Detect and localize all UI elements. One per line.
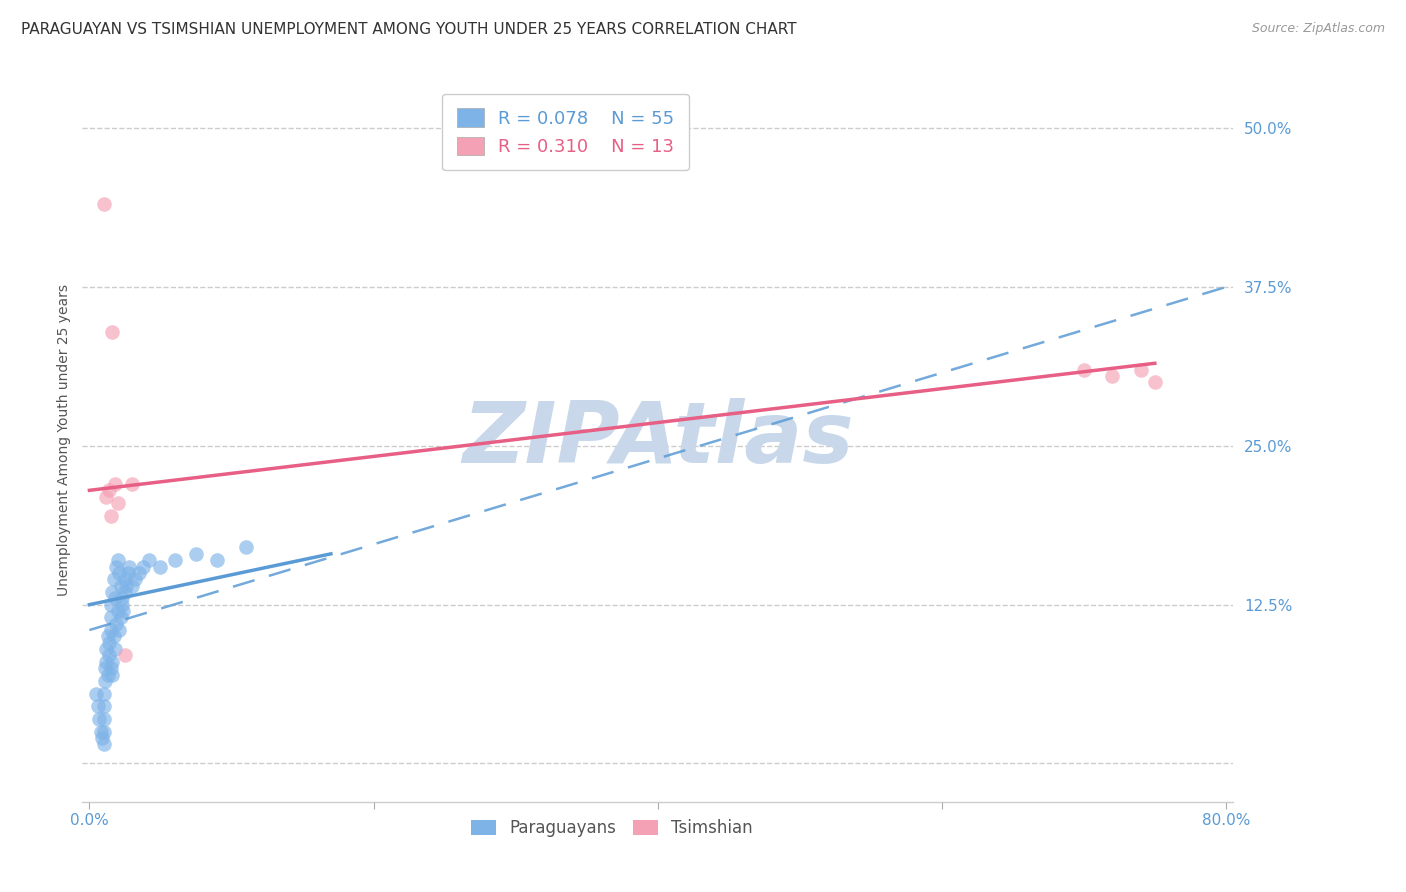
Point [96, 642, 118, 657]
Legend: Paraguayans, Tsimshian: Paraguayans, Tsimshian [464, 813, 759, 844]
Point [101, 667, 124, 681]
Point [97, 629, 120, 643]
Point [107, 553, 129, 567]
Point [108, 623, 131, 637]
Point [110, 610, 132, 624]
Point [105, 559, 128, 574]
Point [86, 687, 108, 701]
Point [1101, 369, 1123, 384]
Point [1129, 362, 1152, 376]
Point [107, 496, 129, 510]
Point [104, 591, 127, 606]
Point [100, 610, 122, 624]
Text: PARAGUAYAN VS TSIMSHIAN UNEMPLOYMENT AMONG YOUTH UNDER 25 YEARS CORRELATION CHAR: PARAGUAYAN VS TSIMSHIAN UNEMPLOYMENT AMO… [21, 22, 797, 37]
Point [89, 712, 111, 726]
Point [235, 541, 257, 555]
Point [128, 566, 150, 580]
Point [98, 648, 121, 663]
Point [1073, 362, 1095, 376]
Point [105, 616, 128, 631]
Point [115, 579, 138, 593]
Point [117, 566, 139, 580]
Point [96, 490, 118, 504]
Point [207, 553, 229, 567]
Point [104, 477, 127, 491]
Point [93, 712, 115, 726]
Point [91, 731, 114, 745]
Point [100, 598, 122, 612]
Point [93, 687, 115, 701]
Point [87, 699, 110, 714]
Point [149, 559, 172, 574]
Point [124, 572, 146, 586]
Point [121, 579, 143, 593]
Point [121, 477, 143, 491]
Point [97, 667, 120, 681]
Point [184, 547, 207, 561]
Point [100, 661, 122, 675]
Point [114, 572, 136, 586]
Point [94, 673, 117, 688]
Point [111, 598, 134, 612]
Point [93, 738, 115, 752]
Point [114, 585, 136, 599]
Point [93, 724, 115, 739]
Point [93, 197, 115, 211]
Point [118, 559, 141, 574]
Point [110, 579, 132, 593]
Y-axis label: Unemployment Among Youth under 25 years: Unemployment Among Youth under 25 years [58, 284, 72, 596]
Point [111, 591, 134, 606]
Point [103, 572, 125, 586]
Text: Source: ZipAtlas.com: Source: ZipAtlas.com [1251, 22, 1385, 36]
Point [108, 566, 131, 580]
Point [104, 642, 127, 657]
Point [112, 604, 135, 618]
Point [100, 508, 122, 523]
Point [98, 636, 121, 650]
Point [101, 655, 124, 669]
Point [103, 629, 125, 643]
Text: ZIPAtlas: ZIPAtlas [461, 398, 853, 481]
Point [100, 623, 122, 637]
Point [98, 483, 121, 498]
Point [1143, 376, 1166, 390]
Point [90, 724, 112, 739]
Point [114, 648, 136, 663]
Point [94, 661, 117, 675]
Point [138, 553, 160, 567]
Point [101, 325, 124, 339]
Point [107, 604, 129, 618]
Point [96, 655, 118, 669]
Point [163, 553, 186, 567]
Point [93, 699, 115, 714]
Point [132, 559, 155, 574]
Point [101, 585, 124, 599]
